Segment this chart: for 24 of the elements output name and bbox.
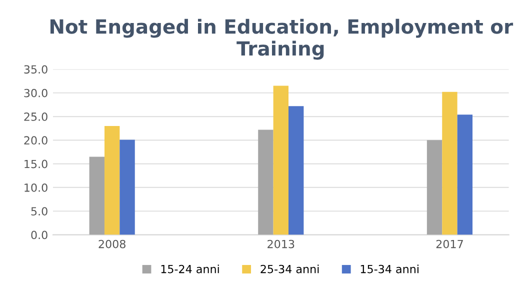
y-tick-label: 15.0 — [24, 160, 48, 168]
x-tick-label: 2013 — [268, 240, 294, 248]
y-tick-label: 10.0 — [24, 183, 48, 192]
bar — [457, 114, 473, 235]
bar — [120, 140, 135, 235]
bar — [426, 140, 442, 235]
bar — [288, 106, 304, 235]
legend-label: 25-34 anni — [260, 264, 319, 274]
y-tick-label: 5.0 — [31, 207, 48, 216]
bar — [89, 156, 104, 235]
y-tick-label: 0.0 — [31, 230, 48, 240]
y-tick-label: 25.0 — [24, 112, 48, 121]
bar — [258, 130, 274, 235]
y-tick-label: 35.0 — [24, 65, 48, 74]
x-tick-label: 2008 — [98, 240, 126, 248]
y-tick-label: 20.0 — [24, 136, 48, 145]
legend-label: 15-34 anni — [360, 264, 418, 274]
chart-title: Not Engaged in Education, Employment or Training — [50, 18, 514, 60]
y-tick-label: 30.0 — [24, 88, 48, 98]
bar — [273, 86, 288, 235]
legend-label: 15-24 anni — [161, 264, 219, 274]
bar — [104, 126, 120, 235]
x-tick-label: 2017 — [436, 240, 463, 248]
bar — [442, 92, 458, 235]
